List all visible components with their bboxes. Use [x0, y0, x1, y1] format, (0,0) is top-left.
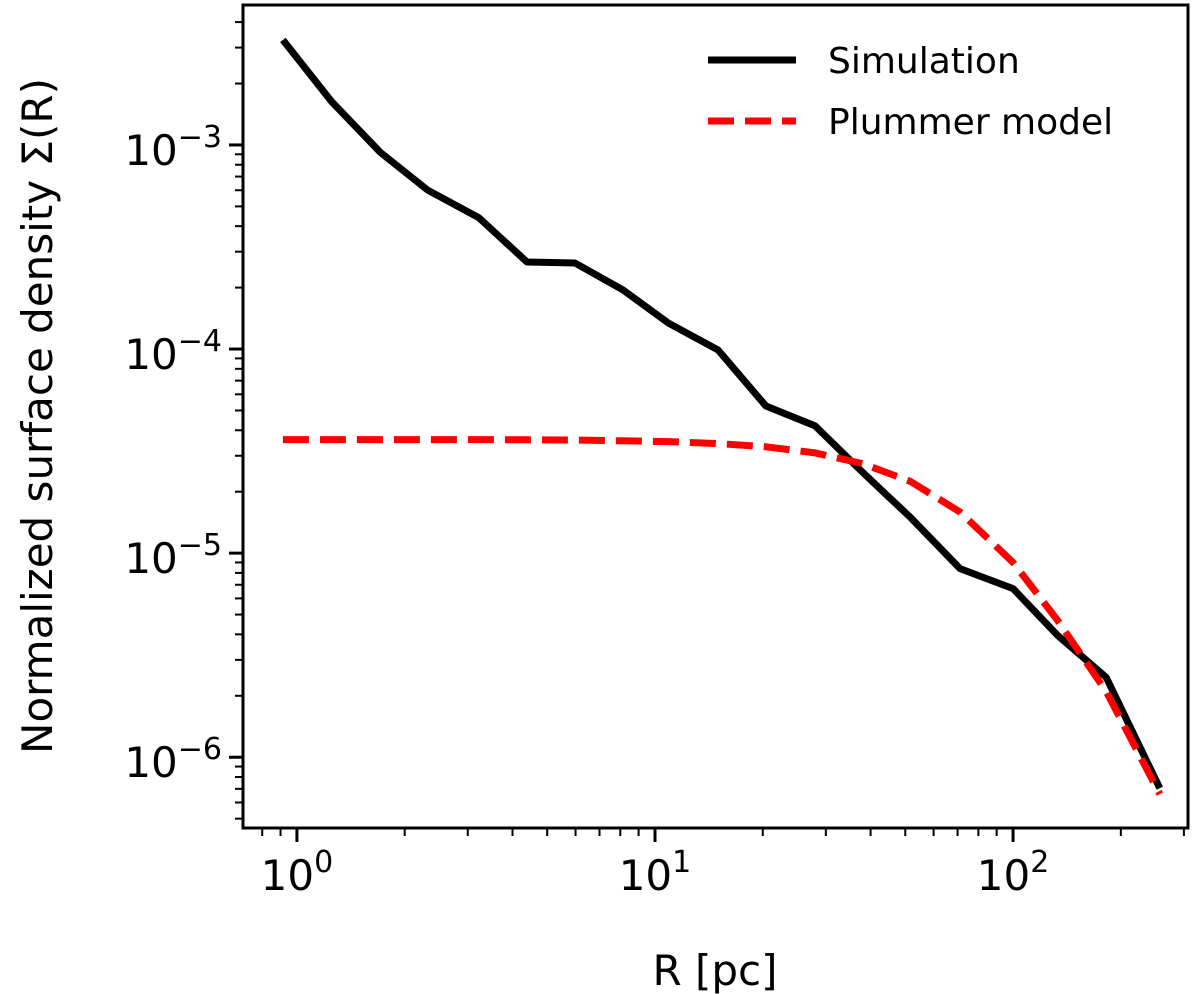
y-axis-label-text: Normalized surface density Σ(R)	[13, 78, 62, 754]
tick-base: 10	[124, 330, 177, 379]
y-tick-label: 10−5	[124, 528, 222, 583]
y-tick-label: 10−6	[124, 732, 222, 787]
legend: Simulation Plummer model	[708, 41, 1113, 143]
tick-base: 10	[261, 851, 314, 900]
x-tick-label: 102	[977, 845, 1050, 900]
series-line-plummer-model	[282, 436, 1163, 796]
tick-exponent: 2	[1030, 845, 1049, 880]
tick-base: 10	[124, 534, 177, 583]
tick-base: 10	[977, 851, 1030, 900]
series-line-simulation	[280, 37, 1163, 790]
y-axis-label: Normalized surface density Σ(R)	[13, 78, 62, 754]
tick-base: 10	[619, 851, 672, 900]
legend-label-plummer: Plummer model	[828, 102, 1113, 143]
y-tick-label: 10−3	[124, 120, 222, 175]
tick-exponent: −4	[178, 324, 222, 359]
plot-frame	[241, 3, 1190, 830]
x-tick-label: 100	[261, 845, 334, 900]
tick-exponent: 1	[672, 845, 691, 880]
x-tick-label: 101	[619, 845, 692, 900]
tick-base: 10	[124, 126, 177, 175]
axis-ticks	[229, 21, 1185, 842]
plot-lines	[280, 37, 1163, 796]
tick-base: 10	[124, 738, 177, 787]
y-tick-label: 10−4	[124, 324, 222, 379]
tick-exponent: −5	[178, 528, 222, 563]
x-axis-label-text: R [pc]	[652, 946, 777, 994]
tick-exponent: −3	[178, 120, 222, 155]
tick-exponent: −6	[178, 732, 222, 767]
legend-label-simulation: Simulation	[828, 41, 1020, 82]
x-axis-label: R [pc]	[652, 946, 777, 994]
tick-exponent: 0	[314, 845, 333, 880]
